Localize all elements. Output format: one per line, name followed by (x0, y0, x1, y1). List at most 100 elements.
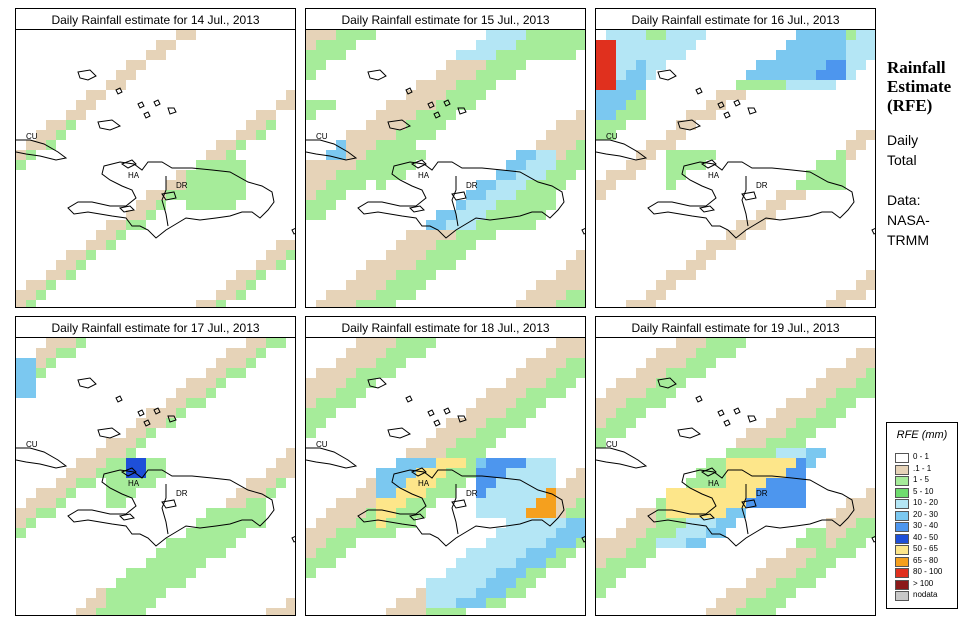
rainfall-cell (656, 290, 666, 300)
rainfall-cell (306, 558, 316, 568)
rainfall-cell (126, 70, 136, 80)
cuba-outline (16, 447, 68, 469)
rainfall-cell (106, 220, 116, 230)
rainfall-cell (786, 568, 796, 578)
rainfall-cell (516, 200, 526, 210)
rainfall-cell (176, 170, 186, 180)
rainfall-cell (146, 478, 156, 488)
rainfall-cell (626, 50, 636, 60)
rainfall-cell (826, 528, 836, 538)
rainfall-cell (736, 478, 746, 488)
rainfall-cell (236, 270, 246, 280)
rainfall-cell (46, 120, 56, 130)
rainfall-cell (736, 508, 746, 518)
rainfall-cell (856, 60, 866, 70)
rainfall-cell (496, 70, 506, 80)
rainfall-cell (616, 90, 626, 100)
rainfall-cell (436, 90, 446, 100)
rainfall-cell (376, 270, 386, 280)
rainfall-cell (486, 50, 496, 60)
rainfall-cell (16, 300, 26, 307)
rainfall-cell (306, 110, 316, 120)
rainfall-cell (216, 160, 226, 170)
rainfall-cell (826, 548, 836, 558)
rainfall-cell (336, 140, 346, 150)
rainfall-cell (306, 200, 316, 210)
rainfall-cell (466, 578, 476, 588)
rainfall-cell (336, 150, 346, 160)
rainfall-cell (436, 588, 446, 598)
legend-label: 5 - 10 (913, 486, 934, 496)
rainfall-cell (336, 388, 346, 398)
rainfall-cell (716, 518, 726, 528)
rainfall-cell (626, 538, 636, 548)
rainfall-cell (326, 160, 336, 170)
rainfall-cell (526, 518, 536, 528)
rainfall-cell (786, 448, 796, 458)
rainfall-cell (356, 338, 366, 348)
rainfall-cell (776, 458, 786, 468)
small-island-outline (408, 513, 426, 521)
rainfall-cell (346, 150, 356, 160)
rainfall-cell (766, 608, 776, 615)
rainfall-cell (576, 300, 585, 307)
rainfall-cell (556, 378, 566, 388)
rainfall-cell (16, 388, 26, 398)
rainfall-cell (466, 468, 476, 478)
rainfall-cell (406, 260, 416, 270)
label-dominican-republic: DR (756, 489, 768, 498)
rainfall-cell (486, 488, 496, 498)
rainfall-cell (116, 608, 126, 615)
small-island-outline (677, 427, 702, 439)
rainfall-cell (346, 348, 356, 358)
rainfall-cell (626, 160, 636, 170)
rainfall-cell (536, 488, 546, 498)
rainfall-cell (466, 200, 476, 210)
rainfall-cell (646, 150, 656, 160)
rainfall-cell (426, 260, 436, 270)
title-line-1: Rainfall (887, 58, 946, 77)
rainfall-cell (636, 30, 646, 40)
rainfall-cell (566, 150, 576, 160)
rainfall-cell (596, 90, 606, 100)
rainfall-cell (806, 428, 816, 438)
rainfall-cell (556, 280, 566, 290)
small-island-outline (153, 99, 161, 107)
rainfall-cell (206, 548, 216, 558)
rainfall-cell (726, 348, 736, 358)
rainfall-cell (676, 518, 686, 528)
legend-label: 30 - 40 (913, 521, 938, 530)
rainfall-cell (696, 160, 706, 170)
rainfall-cell (686, 150, 696, 160)
rainfall-cell (326, 200, 336, 210)
rainfall-cell (216, 170, 226, 180)
rainfall-cell (326, 50, 336, 60)
rainfall-cell (166, 568, 176, 578)
rainfall-cell (576, 498, 585, 508)
rainfall-cell (186, 190, 196, 200)
rainfall-cell (556, 180, 566, 190)
rainfall-cell (306, 50, 316, 60)
rainfall-cell (96, 240, 106, 250)
rainfall-cell (706, 358, 716, 368)
rainfall-cell (486, 220, 496, 230)
rainfall-cell (56, 488, 66, 498)
rainfall-cell (196, 170, 206, 180)
rainfall-cell (836, 528, 846, 538)
rainfall-cell (306, 60, 316, 70)
rainfall-cell (536, 568, 546, 578)
rainfall-cell (536, 398, 546, 408)
rainfall-cell (476, 598, 486, 608)
rainfall-cell (256, 270, 266, 280)
rainfall-cell (256, 338, 266, 348)
small-island-outline (427, 409, 435, 417)
rainfall-cell (756, 488, 766, 498)
rainfall-grid (596, 338, 875, 615)
rainfall-cell (276, 338, 286, 348)
rainfall-cell (606, 130, 616, 140)
rainfall-cell (606, 120, 616, 130)
rainfall-cell (306, 418, 316, 428)
rainfall-cell (116, 80, 126, 90)
rainfall-cell (686, 40, 696, 50)
rainfall-cell (526, 378, 536, 388)
